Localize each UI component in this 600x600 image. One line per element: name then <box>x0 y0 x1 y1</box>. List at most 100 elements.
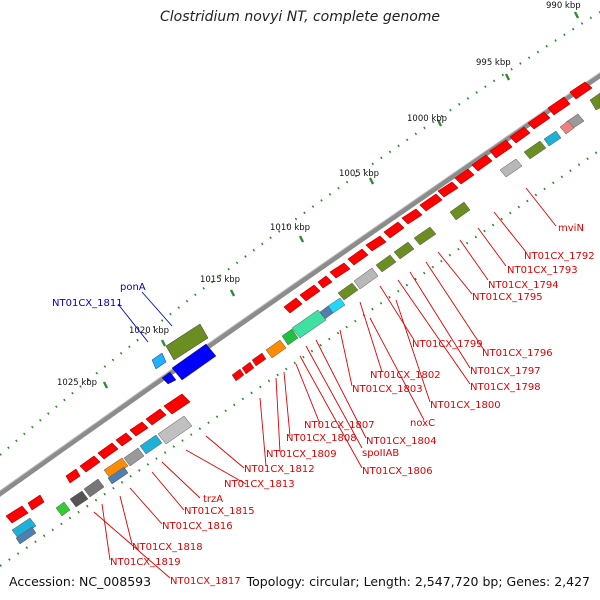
gene-label-spoIIAB[interactable]: spoIIAB <box>362 448 399 459</box>
gene-feature[interactable] <box>543 130 562 147</box>
gene-feature[interactable] <box>163 393 191 415</box>
gene-feature[interactable] <box>383 221 405 239</box>
scale-labels: 990 kbp 995 kbp 1000 kbp 1005 kbp 1010 k… <box>57 1 581 388</box>
genome-backbone-highlight <box>0 72 600 492</box>
gene-feature[interactable] <box>115 432 133 447</box>
gene-feature[interactable] <box>139 434 163 455</box>
gene-label-1800[interactable]: NT01CX_1800 <box>430 400 501 411</box>
gene-feature[interactable] <box>499 158 523 178</box>
gene-feature[interactable] <box>157 415 193 445</box>
gene-label-1802[interactable]: NT01CX_1802 <box>370 370 441 381</box>
gene-feature[interactable] <box>107 466 129 485</box>
gene-feature[interactable] <box>329 262 351 279</box>
genome-backbone <box>0 72 600 497</box>
gene-feature[interactable] <box>413 226 437 246</box>
gene-label-1807[interactable]: NT01CX_1807 <box>304 420 375 431</box>
gene-label-trzA[interactable]: trzA <box>203 494 223 505</box>
gene-feature[interactable] <box>97 442 119 460</box>
gene-feature[interactable] <box>559 120 575 135</box>
gene-feature[interactable] <box>145 408 167 426</box>
gene-label-1816[interactable]: NT01CX_1816 <box>162 521 233 532</box>
NT01CX_1811-feature[interactable] <box>151 352 167 370</box>
gene-feature[interactable] <box>69 490 89 508</box>
gene-feature[interactable] <box>401 208 423 225</box>
gene-feature[interactable] <box>347 248 369 266</box>
outer-features <box>151 323 217 385</box>
gene-label-1794[interactable]: NT01CX_1794 <box>488 280 559 291</box>
scale-label-1015: 1015 kbp <box>200 275 240 285</box>
scale-label-1005: 1005 kbp <box>339 169 379 179</box>
gene-feature[interactable] <box>375 254 397 273</box>
gene-feature[interactable] <box>393 241 415 260</box>
ponA-feature[interactable] <box>171 343 217 381</box>
gene-feature[interactable] <box>527 111 551 130</box>
gene-feature[interactable] <box>55 501 71 517</box>
gene-feature[interactable] <box>251 352 267 367</box>
gene-label-noxC[interactable]: noxC <box>410 418 435 429</box>
gene-feature[interactable] <box>419 193 443 212</box>
gene-feature[interactable] <box>337 282 359 301</box>
gene-label-1819[interactable]: NT01CX_1819 <box>110 557 181 568</box>
gene-feature[interactable] <box>123 447 145 467</box>
blue-arrow-feature[interactable] <box>161 371 177 385</box>
scale-label-1020: 1020 kbp <box>129 326 169 336</box>
gene-feature[interactable] <box>241 361 255 375</box>
scale-label-990: 990 kbp <box>546 1 581 11</box>
gene-feature[interactable] <box>589 92 600 111</box>
gene-feature[interactable] <box>231 368 245 382</box>
gene-feature[interactable] <box>569 81 593 100</box>
gene-feature[interactable] <box>509 126 531 144</box>
gene-label-1808[interactable]: NT01CX_1808 <box>286 433 357 444</box>
gene-feature[interactable] <box>11 517 37 539</box>
gene-label-1811[interactable]: NT01CX_1811 <box>52 298 123 309</box>
gene-label-1803[interactable]: NT01CX_1803 <box>352 384 423 395</box>
gene-feature[interactable] <box>317 275 333 289</box>
gene-feature[interactable] <box>103 457 129 479</box>
gene-feature[interactable] <box>437 181 459 198</box>
gene-feature[interactable] <box>291 309 327 339</box>
gene-feature[interactable] <box>547 96 571 116</box>
gene-label-1792[interactable]: NT01CX_1792 <box>524 251 595 262</box>
gene-feature[interactable] <box>454 168 475 185</box>
gene-feature[interactable] <box>15 526 37 545</box>
gene-feature[interactable] <box>5 505 29 524</box>
gene-feature[interactable] <box>79 455 101 473</box>
gene-feature[interactable] <box>281 328 299 346</box>
gene-feature[interactable] <box>365 235 387 252</box>
gene-feature[interactable] <box>471 154 493 172</box>
gene-label-1796[interactable]: NT01CX_1796 <box>482 348 553 359</box>
gene-feature[interactable] <box>65 468 81 484</box>
scale-ticks <box>102 11 580 389</box>
gene-feature[interactable] <box>449 201 471 221</box>
gene-label-1799[interactable]: NT01CX_1799 <box>412 339 483 350</box>
gene-label-1818[interactable]: NT01CX_1818 <box>132 542 203 553</box>
gene-feature[interactable] <box>283 297 303 314</box>
gene-feature[interactable] <box>353 267 379 290</box>
gene-label-1817[interactable]: NT01CX_1817 <box>170 576 241 587</box>
gene-label-mviN[interactable]: mviN <box>558 223 584 234</box>
gene-label-1813[interactable]: NT01CX_1813 <box>224 479 295 490</box>
gene-feature[interactable] <box>83 478 105 498</box>
scale-label-1010: 1010 kbp <box>270 223 310 233</box>
gene-label-ponA[interactable]: ponA <box>120 282 146 293</box>
scale-label-995: 995 kbp <box>476 58 511 68</box>
gene-labels: mviN NT01CX_1792 NT01CX_1793 NT01CX_1794… <box>110 223 595 587</box>
gene-label-1812[interactable]: NT01CX_1812 <box>244 464 315 475</box>
gene-label-1797[interactable]: NT01CX_1797 <box>470 366 541 377</box>
gene-feature[interactable] <box>27 494 45 511</box>
gene-label-1806[interactable]: NT01CX_1806 <box>362 466 433 477</box>
plus-strand-features <box>5 81 593 524</box>
gene-feature[interactable] <box>523 140 547 160</box>
gene-feature[interactable] <box>265 339 287 359</box>
leader-lines-blue <box>117 291 173 343</box>
gene-label-1815[interactable]: NT01CX_1815 <box>184 506 255 517</box>
ponA-feature[interactable] <box>165 323 209 361</box>
gene-feature[interactable] <box>489 139 513 159</box>
gene-feature[interactable] <box>129 421 149 437</box>
gene-label-1793[interactable]: NT01CX_1793 <box>507 265 578 276</box>
gene-label-1798[interactable]: NT01CX_1798 <box>470 382 541 393</box>
gene-label-1795[interactable]: NT01CX_1795 <box>472 292 543 303</box>
gene-label-1804[interactable]: NT01CX_1804 <box>366 436 437 447</box>
gene-feature[interactable] <box>299 284 321 302</box>
gene-label-1809[interactable]: NT01CX_1809 <box>266 449 337 460</box>
